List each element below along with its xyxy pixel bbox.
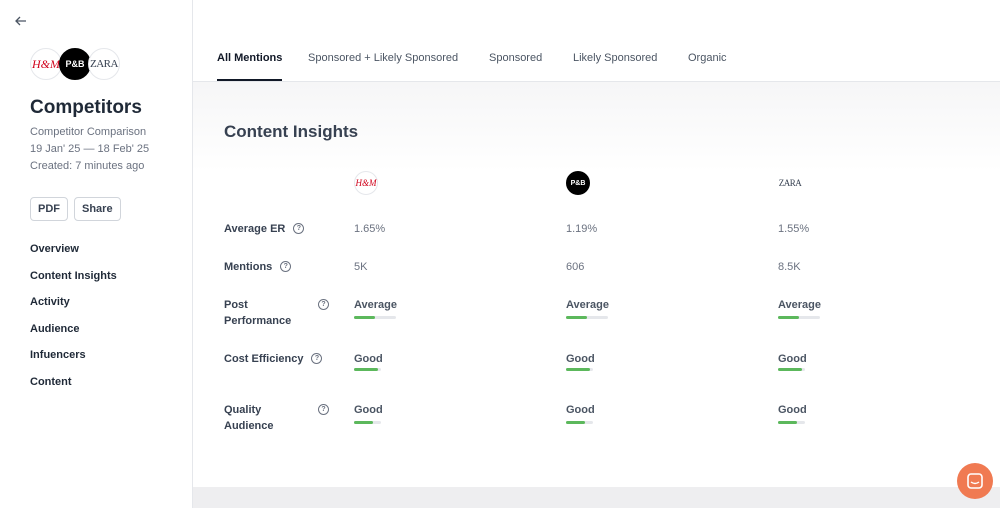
value-cell: Average xyxy=(566,299,610,311)
progress-fill xyxy=(354,368,379,371)
tab[interactable]: Organic xyxy=(688,52,727,64)
progress-track xyxy=(354,368,381,371)
chat-icon xyxy=(967,473,983,489)
value-cell: Good xyxy=(354,404,383,416)
tab[interactable]: Sponsored + Likely Sponsored xyxy=(308,52,459,64)
chat-button[interactable] xyxy=(957,463,993,499)
value-cell: 1.19% xyxy=(566,223,598,235)
value-cell: 606 xyxy=(566,261,585,273)
progress-track xyxy=(566,368,593,371)
brand-logo: P&B xyxy=(566,171,590,195)
progress-track xyxy=(354,421,381,424)
value-cell: 5K xyxy=(354,261,368,273)
footer-strip xyxy=(193,487,1000,508)
value-cell: 8.5K xyxy=(778,261,801,273)
created: Created: 7 minutes ago xyxy=(30,160,145,172)
row-label-text: Cost Efficiency xyxy=(224,353,304,365)
progress-track xyxy=(778,316,820,319)
row-label: Mentions? xyxy=(224,259,292,275)
tab[interactable]: All Mentions xyxy=(217,52,283,81)
back-button[interactable] xyxy=(14,14,28,28)
value-cell: 1.65% xyxy=(354,223,386,235)
logo-group: H&M P&B ZARA xyxy=(30,48,120,80)
value-cell: Good xyxy=(566,404,595,416)
subtitle: Competitor Comparison xyxy=(30,126,147,138)
help-icon[interactable]: ? xyxy=(311,353,323,364)
row-label-text: Post Performance xyxy=(224,299,292,327)
progress-fill xyxy=(566,421,585,424)
row-label: Post Performance? xyxy=(224,297,329,329)
button-group: PDF Share xyxy=(30,197,121,221)
brand-logo: H&M xyxy=(354,171,378,195)
value-cell: Average xyxy=(354,299,398,311)
progress-fill xyxy=(354,316,375,319)
progress-fill xyxy=(566,368,591,371)
value-cell: Average xyxy=(778,299,822,311)
tab[interactable]: Likely Sponsored xyxy=(573,52,658,64)
content-area xyxy=(193,82,1000,487)
progress-fill xyxy=(778,316,799,319)
nav: Overview Content Insights Activity Audience… xyxy=(30,243,117,402)
progress-track xyxy=(566,316,608,319)
nav-item[interactable]: Content xyxy=(30,375,72,388)
sidebar-title: Competitors xyxy=(30,97,142,118)
help-icon[interactable]: ? xyxy=(293,223,305,234)
date-range: 19 Jan' 25 — 18 Feb' 25 xyxy=(30,143,150,155)
progress-fill xyxy=(778,421,797,424)
sidebar: H&M P&B ZARA Competitors Competitor Comp… xyxy=(0,0,193,508)
brand-logo: H&M xyxy=(30,48,62,80)
value-cell: 1.55% xyxy=(778,223,810,235)
nav-item[interactable]: Content Insights xyxy=(30,269,117,282)
row-label-text: Quality Audience xyxy=(224,404,274,432)
section-title: Content Insights xyxy=(224,122,359,141)
value-cell: Good xyxy=(778,353,807,365)
help-icon[interactable]: ? xyxy=(318,404,329,415)
help-icon[interactable]: ? xyxy=(318,299,329,310)
progress-track xyxy=(778,421,805,424)
brand-logo: ZARA xyxy=(778,171,802,195)
nav-item[interactable]: Overview xyxy=(30,243,79,255)
progress-fill xyxy=(778,368,803,371)
progress-track xyxy=(778,368,805,371)
row-label: Average ER? xyxy=(224,221,305,237)
progress-track xyxy=(354,316,396,319)
row-label: Cost Efficiency? xyxy=(224,351,323,367)
nav-item[interactable]: Infuencers xyxy=(30,349,86,361)
brand-logo: P&B xyxy=(59,48,91,80)
tab-bar: All Mentions Sponsored + Likely Sponsored… xyxy=(193,0,1000,82)
help-icon[interactable]: ? xyxy=(280,261,292,272)
tab[interactable]: Sponsored xyxy=(489,52,543,64)
row-label-text: Mentions xyxy=(224,261,273,273)
pdf-button[interactable]: PDF xyxy=(30,197,68,221)
row-label: Quality Audience? xyxy=(224,402,329,434)
value-cell: Good xyxy=(778,404,807,416)
value-cell: Good xyxy=(566,353,595,365)
share-button[interactable]: Share xyxy=(74,197,121,221)
brand-logo: ZARA xyxy=(88,48,120,80)
nav-item[interactable]: Activity xyxy=(30,296,70,308)
row-label-text: Average ER xyxy=(224,223,286,235)
value-cell: Good xyxy=(354,353,383,365)
progress-fill xyxy=(566,316,587,319)
nav-item[interactable]: Audience xyxy=(30,322,80,335)
progress-fill xyxy=(354,421,373,424)
progress-track xyxy=(566,421,593,424)
